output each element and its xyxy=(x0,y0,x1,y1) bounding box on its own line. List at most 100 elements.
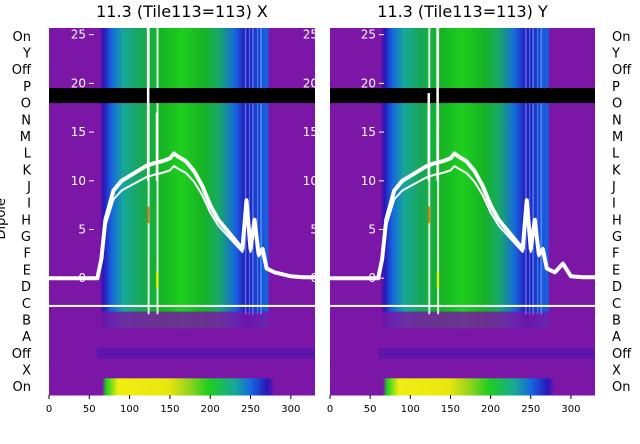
row-label: Off xyxy=(612,347,632,362)
heatmap-row xyxy=(330,378,595,396)
chart-title: 11.3 (Tile113=113) Y xyxy=(377,2,548,21)
rfi-line xyxy=(529,28,531,315)
row-label: G xyxy=(612,230,622,245)
rfi-line xyxy=(525,28,527,315)
row-label: D xyxy=(21,280,31,295)
row-label: X xyxy=(22,363,31,378)
heatmap-row xyxy=(330,28,595,46)
row-label: C xyxy=(22,297,31,312)
heatmap-row xyxy=(49,294,315,313)
row-label: K xyxy=(612,163,621,178)
heatmap-row xyxy=(330,361,595,379)
x-tick-label: 100 xyxy=(120,404,139,415)
heatmap-row xyxy=(49,261,315,279)
heatmap-row xyxy=(330,194,595,212)
overlay-tick-label: 10 xyxy=(71,174,86,188)
row-label: E xyxy=(612,263,620,278)
heatmap-row xyxy=(49,361,315,379)
row-label: I xyxy=(27,197,31,212)
heatmap-row xyxy=(49,194,315,212)
row-label: Y xyxy=(22,47,31,62)
row-label: F xyxy=(612,247,619,262)
overlay-tick-label-right: 15 xyxy=(303,125,318,139)
heatmap-row xyxy=(49,228,315,246)
row-label: M xyxy=(20,130,31,145)
x-tick-label: 50 xyxy=(364,404,377,415)
x-tick-label: 0 xyxy=(327,404,333,415)
row-label: A xyxy=(612,330,621,345)
x-tick-label: 150 xyxy=(160,404,179,415)
overlay-tick-label: 15 xyxy=(71,125,86,139)
rfi-line xyxy=(537,28,539,315)
x-tick-label: 200 xyxy=(481,404,500,415)
row-label: M xyxy=(612,130,623,145)
row-label: P xyxy=(23,80,31,95)
heatmap-row xyxy=(49,211,315,229)
overlay-tick-label-right: 25 xyxy=(303,28,318,42)
heatmap-off-row-tint xyxy=(97,347,315,359)
row-label: O xyxy=(21,97,31,112)
heatmap-row xyxy=(49,128,315,146)
row-label: Off xyxy=(12,63,32,78)
rfi-line xyxy=(256,28,258,315)
heatmap-row xyxy=(49,278,315,296)
rfi-line xyxy=(252,28,254,315)
x-tick-label: 250 xyxy=(241,404,260,415)
heatmap-row xyxy=(330,44,595,62)
heatmap-row xyxy=(330,111,595,129)
heatmap-row xyxy=(330,144,595,162)
heatmap-row xyxy=(330,244,595,263)
row-label: On xyxy=(612,30,630,45)
overlay-tick-label-right: 5 xyxy=(310,223,318,237)
overlay-tick-label-right: 20 xyxy=(303,76,318,90)
row-label: N xyxy=(612,113,622,128)
row-label: J xyxy=(611,180,616,195)
rfi-line xyxy=(532,28,534,315)
heatmap-off-row-tint xyxy=(378,347,595,359)
row-label: K xyxy=(22,163,31,178)
heatmap-row xyxy=(49,144,315,162)
rfi-line xyxy=(248,28,250,315)
x-tick-label: 200 xyxy=(201,404,220,415)
row-label: G xyxy=(21,230,31,245)
x-tick-label: 0 xyxy=(46,404,52,415)
heatmap-muted-rows xyxy=(49,311,315,362)
row-label: E xyxy=(23,263,31,278)
overlay-tick-label: 5 xyxy=(78,223,86,237)
rfi-line xyxy=(244,28,247,315)
rfi-marker xyxy=(436,271,439,289)
row-label: B xyxy=(612,313,621,328)
overlay-tick-label: 25 xyxy=(71,28,86,42)
x-tick-label: 150 xyxy=(441,404,460,415)
overlay-tick-label-right: 10 xyxy=(303,174,318,188)
heatmap-row xyxy=(330,294,595,313)
row-label: A xyxy=(22,330,31,345)
heatmap-row xyxy=(49,28,315,46)
row-label: D xyxy=(612,280,622,295)
heatmap-row xyxy=(49,111,315,129)
separator-line xyxy=(49,304,315,307)
row-label: On xyxy=(612,380,630,395)
row-label: L xyxy=(612,147,620,162)
x-tick-label: 50 xyxy=(83,404,96,415)
heatmap-row xyxy=(330,278,595,296)
flagged-band xyxy=(330,88,595,104)
chart-title: 11.3 (Tile113=113) X xyxy=(96,2,268,21)
rfi-marker xyxy=(427,206,430,224)
overlay-tick-label: 20 xyxy=(71,76,86,90)
heatmap-row xyxy=(49,378,315,396)
rfi-line xyxy=(540,28,543,315)
x-tick-label: 300 xyxy=(561,404,580,415)
row-label: H xyxy=(612,213,622,228)
rfi-marker xyxy=(156,271,159,289)
heatmap-row xyxy=(49,178,315,196)
overlay-tick-label: 15 xyxy=(361,125,376,139)
row-label: X xyxy=(612,363,621,378)
row-label: H xyxy=(21,213,31,228)
flagged-band xyxy=(49,88,315,104)
row-label: Y xyxy=(611,47,620,62)
heatmap-muted-rows xyxy=(330,311,595,362)
